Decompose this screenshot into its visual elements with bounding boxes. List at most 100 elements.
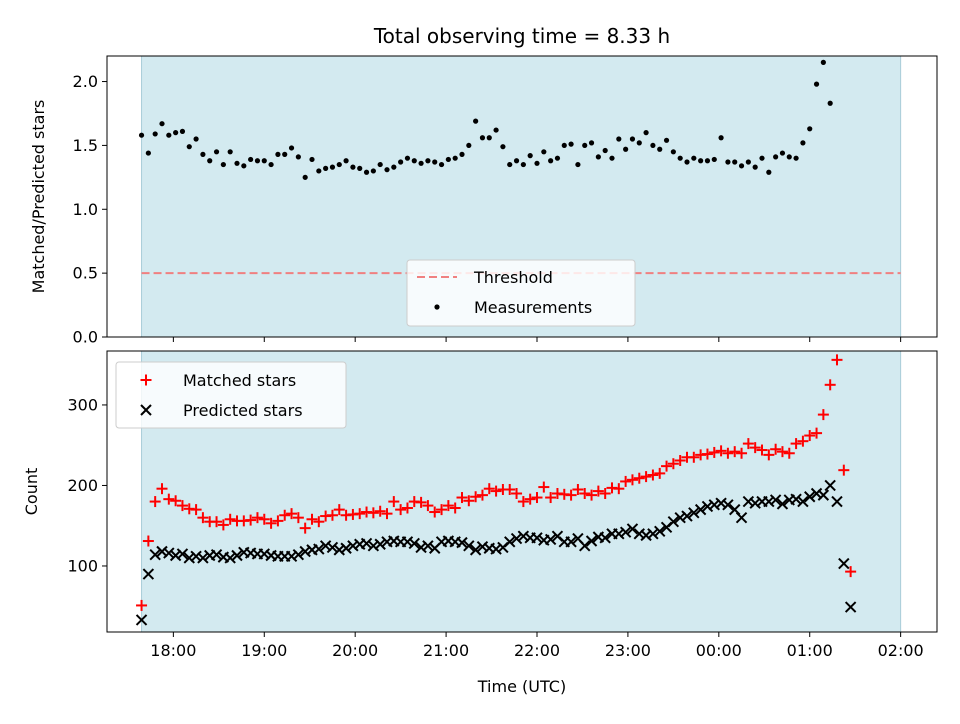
- measurement-point: [643, 130, 649, 136]
- predicted-star-point: [142, 568, 155, 580]
- marker-stroke: [742, 495, 755, 508]
- measurement-point: [493, 127, 499, 133]
- measurement-point: [663, 137, 670, 143]
- matched-star-point: [292, 512, 304, 524]
- marker-stroke: [183, 552, 195, 564]
- measurement-point: [718, 135, 724, 141]
- matched-star-point: [401, 502, 413, 514]
- predicted-star-point: [749, 497, 761, 509]
- marker-stroke: [517, 530, 530, 542]
- legend-predicted-label: Predicted stars: [183, 401, 303, 420]
- matched-star-point: [388, 496, 400, 508]
- matched-star-point: [824, 379, 836, 391]
- x-tick-label: 01:00: [787, 641, 833, 660]
- marker-stroke: [797, 495, 809, 508]
- predicted-star-point: [476, 540, 489, 553]
- marker-stroke: [292, 548, 305, 561]
- predicted-star-point: [156, 545, 168, 558]
- measurement-point: [554, 155, 561, 161]
- matched-star-point: [640, 471, 652, 483]
- measurement-point: [186, 144, 192, 150]
- marker-stroke: [190, 550, 202, 563]
- marker-stroke: [258, 548, 270, 560]
- matched-star-point: [811, 427, 823, 439]
- measurement-point: [411, 158, 417, 164]
- marker-stroke: [790, 493, 802, 505]
- predicted-star-point: [374, 538, 386, 550]
- measurement-point: [623, 146, 629, 152]
- measurement-point: [609, 155, 615, 161]
- matched-star-point: [149, 496, 161, 508]
- bottom-axes-frame: [106, 350, 938, 633]
- predicted-star-point: [169, 549, 182, 562]
- matched-star-point: [845, 566, 857, 578]
- marker-stroke: [367, 540, 380, 552]
- x-tick-label: 22:00: [514, 641, 560, 660]
- marker-stroke: [838, 557, 850, 570]
- measurement-point: [288, 145, 295, 151]
- measurement-point: [398, 159, 404, 165]
- matched-star-point: [817, 409, 829, 421]
- predicted-star-point: [633, 528, 645, 540]
- measurement-point: [309, 156, 315, 163]
- measurement-point: [513, 158, 520, 164]
- measurement-point: [568, 141, 574, 147]
- legend-x-marker: [140, 404, 152, 416]
- predicted-star-point: [163, 547, 175, 559]
- matched-star-point: [170, 495, 182, 507]
- marker-stroke: [722, 499, 734, 511]
- marker-stroke: [231, 549, 243, 562]
- measurement-point: [350, 164, 356, 170]
- predicted-star-point: [824, 479, 836, 492]
- marker-stroke: [647, 528, 659, 540]
- predicted-star-point: [408, 537, 420, 550]
- measurement-point: [438, 161, 445, 168]
- marker-stroke: [510, 532, 523, 545]
- matched-star-point: [831, 354, 843, 366]
- matched-star-point: [545, 492, 557, 504]
- predicted-star-point: [422, 540, 434, 552]
- predicted-star-point: [135, 614, 148, 626]
- measurement-point: [752, 164, 758, 170]
- measurement-point: [370, 168, 376, 174]
- measurement-point: [711, 156, 717, 163]
- predicted-star-point: [490, 543, 502, 555]
- matched-star-point: [197, 512, 209, 524]
- marker-stroke: [804, 491, 816, 503]
- y-tick-label: 0.5: [73, 264, 98, 283]
- measurement-point: [268, 161, 274, 168]
- measurement-point: [650, 142, 656, 149]
- matched-star-point: [326, 509, 338, 521]
- predicted-star-point: [463, 540, 475, 552]
- legend-threshold-label: Threshold: [473, 268, 553, 287]
- measurement-point: [745, 159, 751, 165]
- matched-star-point: [442, 500, 454, 512]
- marker-stroke: [135, 614, 148, 626]
- measurement-point: [807, 126, 813, 132]
- matched-star-point: [749, 442, 761, 454]
- matched-star-point: [504, 483, 516, 495]
- measurement-point: [473, 118, 479, 124]
- measurement-point: [213, 149, 220, 155]
- matched-star-point: [190, 504, 202, 516]
- measurement-point: [336, 161, 342, 168]
- marker-stroke: [688, 507, 700, 519]
- matched-star-point: [272, 515, 284, 527]
- ratio-panel: 0.0 0.5 1.0 1.5 2.0 Total observing time = 8…: [29, 24, 938, 347]
- predicted-star-point: [531, 532, 543, 544]
- predicted-star-point: [626, 523, 639, 535]
- y-tick-label: 2.0: [73, 72, 98, 91]
- y-tick-label: 1.5: [73, 136, 98, 155]
- measurement-point: [548, 158, 554, 164]
- measurement-point: [698, 158, 704, 164]
- measurement-point: [561, 142, 567, 149]
- measurement-point: [207, 158, 213, 164]
- matched-star-point: [667, 458, 679, 470]
- measurement-point: [261, 158, 267, 164]
- matched-star-point: [742, 438, 754, 450]
- predicted-star-point: [790, 493, 802, 505]
- measurement-point: [159, 121, 165, 127]
- x-tick-label: 20:00: [332, 641, 378, 660]
- measurement-point: [588, 140, 595, 146]
